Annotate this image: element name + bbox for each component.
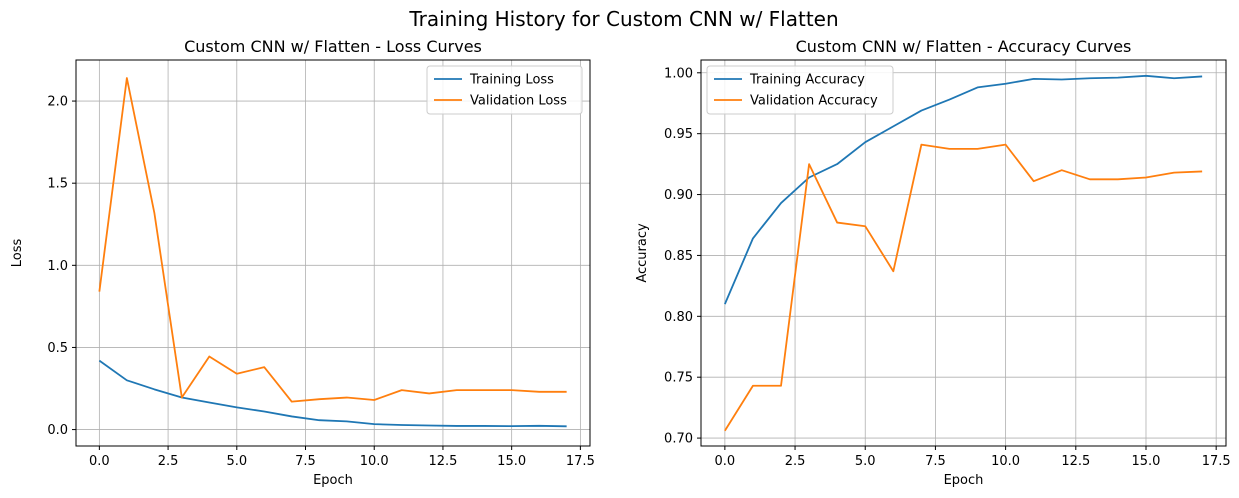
y-tick-label: 2.0 — [47, 95, 68, 110]
x-tick-label: 12.5 — [1061, 454, 1090, 469]
y-tick-label: 0.5 — [47, 341, 68, 356]
series-line-training-loss — [98, 359, 567, 428]
axes-title: Custom CNN w/ Flatten - Accuracy Curves — [796, 37, 1132, 56]
legend-entry-label: Training Loss — [469, 73, 554, 88]
axes-frame — [75, 59, 591, 447]
legend: Training Accuracy Validation Accuracy — [706, 65, 894, 115]
series-line-validation-loss — [98, 77, 567, 403]
y-tick-label: 1.5 — [47, 177, 68, 192]
series-line-training-accuracy — [724, 74, 1203, 305]
x-axis-label: Epoch — [313, 473, 353, 488]
x-tick-label: 15.0 — [1132, 454, 1161, 469]
legend-frame — [706, 65, 894, 115]
y-tick-label: 1.00 — [664, 66, 693, 81]
x-tick-label: 12.5 — [428, 454, 457, 469]
x-tick-label: 0.0 — [715, 454, 736, 469]
x-tick-label: 17.5 — [566, 454, 595, 469]
loss-curves-panel: 0.0 2.5 5.0 7.5 10.0 12.5 15.0 17.5 0.0 0.5 1.0 1.5… — [10, 37, 595, 488]
figure-suptitle: Training History for Custom CNN w/ Flatt… — [408, 7, 838, 31]
y-axis-label: Loss — [10, 239, 25, 268]
y-tick-label: 0.85 — [664, 249, 693, 264]
x-tick-label: 5.0 — [855, 454, 876, 469]
x-tick-label: 2.5 — [785, 454, 806, 469]
legend-entry-label: Validation Loss — [470, 94, 567, 109]
legend: Training Loss Validation Loss — [426, 65, 583, 115]
x-tick-label: 17.5 — [1202, 454, 1231, 469]
legend-frame — [426, 65, 583, 115]
y-axis-label: Accuracy — [635, 223, 650, 283]
y-tick-label: 0.90 — [664, 188, 693, 203]
x-tick-label: 10.0 — [360, 454, 389, 469]
legend-entry-label: Validation Accuracy — [750, 94, 878, 109]
x-tick-label: 0.0 — [89, 454, 110, 469]
y-tick-label: 1.0 — [47, 259, 68, 274]
x-tick-label: 15.0 — [497, 454, 526, 469]
axes-frame — [700, 59, 1227, 447]
y-tick-label: 0.0 — [47, 423, 68, 438]
y-tick-label: 0.75 — [664, 371, 693, 386]
x-axis-label: Epoch — [944, 473, 984, 488]
axes-title: Custom CNN w/ Flatten - Loss Curves — [184, 37, 482, 56]
x-tick-label: 2.5 — [158, 454, 179, 469]
y-tick-label: 0.80 — [664, 310, 693, 325]
x-tick-label: 7.5 — [295, 454, 316, 469]
y-tick-label: 0.95 — [664, 127, 693, 142]
x-tick-label: 5.0 — [226, 454, 247, 469]
x-tick-label: 7.5 — [925, 454, 946, 469]
series-line-validation-accuracy — [724, 143, 1203, 432]
legend-entry-label: Training Accuracy — [749, 73, 865, 88]
y-tick-label: 0.70 — [664, 432, 693, 447]
x-tick-label: 10.0 — [991, 454, 1020, 469]
accuracy-curves-panel: 0.0 2.5 5.0 7.5 10.0 12.5 15.0 17.5 0.70 0.75 0.80… — [635, 37, 1231, 488]
